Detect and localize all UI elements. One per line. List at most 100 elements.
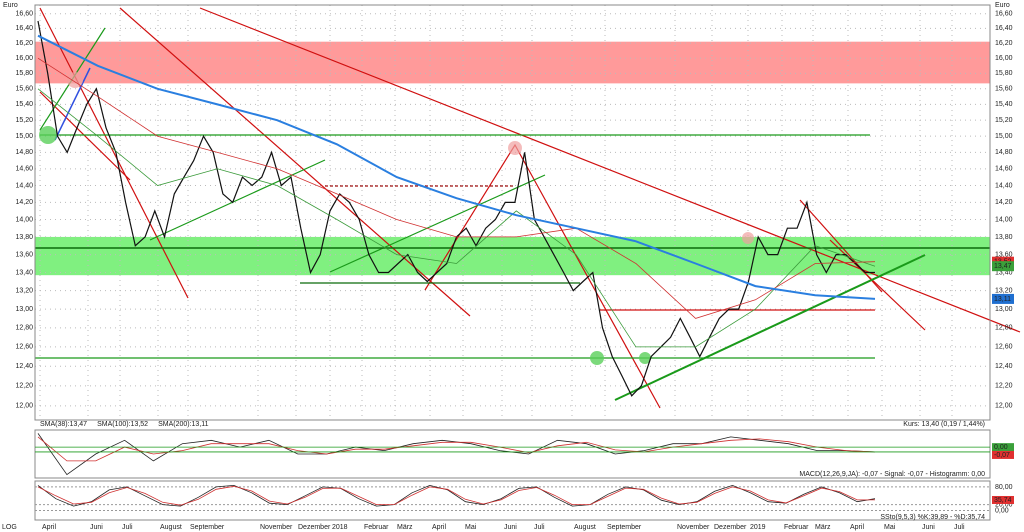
- x-tick-label: November: [260, 524, 293, 531]
- y-tick-label: 12,20: [995, 383, 1013, 390]
- y-tick-label: 14,60: [995, 166, 1013, 173]
- x-tick-label: November: [677, 524, 710, 531]
- y-tick-label: 12,60: [995, 344, 1013, 351]
- grid: [35, 5, 990, 420]
- y-tick-label: 15,40: [15, 101, 33, 108]
- stoch-tick-label: 0,00: [995, 507, 1009, 514]
- stoch-tick-label: 20,00: [995, 501, 1013, 508]
- y-tick-label: 16,40: [15, 25, 33, 32]
- series-line: [37, 88, 876, 348]
- y-tick-label: 14,40: [15, 182, 33, 189]
- y-tick-label: 15,00: [995, 133, 1013, 140]
- x-tick-label: Juni: [504, 524, 517, 531]
- y-tick-label: 16,60: [15, 11, 33, 18]
- y-tick-label: 13,20: [995, 287, 1013, 294]
- y-tick-label: 13,60: [995, 251, 1013, 258]
- x-tick-label: 2018: [332, 524, 348, 531]
- stoch-badge: [992, 495, 1014, 504]
- marker: [590, 351, 604, 365]
- y-tick-label: 12,20: [15, 383, 33, 390]
- series-line: [37, 485, 875, 506]
- markers: [39, 72, 754, 365]
- y-tick-label: 13,60: [15, 251, 33, 258]
- plot-frame: [34, 4, 991, 421]
- y-tick-label: 13,00: [995, 306, 1013, 313]
- x-tick-label: Dezember: [298, 524, 331, 531]
- y-tick-label: 14,40: [995, 182, 1013, 189]
- y-tick-label: 12,60: [15, 344, 33, 351]
- macd-frame: [34, 429, 991, 479]
- y-tick-label: 12,80: [995, 325, 1013, 332]
- x-tick-label: 2019: [750, 524, 766, 531]
- marker: [39, 126, 57, 144]
- y-tick-label: 12,40: [15, 363, 33, 370]
- y-tick-label: 13,80: [15, 234, 33, 241]
- stoch-tick-label: 80,00: [995, 484, 1013, 491]
- y-tick-label: 15,60: [15, 86, 33, 93]
- x-tick-label: Februar: [364, 524, 389, 531]
- y-tick-label: 15,60: [995, 86, 1013, 93]
- series-line: [37, 484, 876, 507]
- macd-badge-label: -0,07: [994, 452, 1010, 459]
- x-tick-label: Mai: [884, 524, 896, 531]
- trendline: [199, 7, 1021, 333]
- trendline: [54, 67, 91, 141]
- y-tick-label: 16,20: [15, 40, 33, 47]
- marker: [67, 72, 83, 88]
- price-badge: [992, 261, 1014, 272]
- y-tick-label: 12,00: [995, 403, 1013, 410]
- y-tick-label: 14,20: [15, 199, 33, 206]
- price-badge: [992, 293, 1014, 304]
- legend-entry: SMA(200):13,11: [158, 421, 209, 428]
- x-tick-label: März: [815, 524, 831, 531]
- unit-label: Euro: [3, 2, 18, 9]
- zone: [35, 236, 990, 276]
- x-tick-label: April: [42, 524, 56, 531]
- y-tick-label: 16,20: [995, 40, 1013, 47]
- y-tick-label: 12,00: [15, 403, 33, 410]
- trendline: [614, 254, 926, 401]
- series-line: [37, 34, 876, 300]
- trendline: [39, 7, 189, 299]
- y-tick-label: 15,80: [15, 70, 33, 77]
- x-tick-label: August: [160, 524, 182, 531]
- x-tick-label: August: [574, 524, 596, 531]
- marker: [639, 352, 651, 364]
- x-tick-label: Juli: [534, 524, 545, 531]
- macd-label: MACD(12,26,9,JA): -0,07 - Signal: -0,07 …: [799, 471, 985, 478]
- trendlines: [35, 7, 1021, 409]
- macd-badge-label: 0,00: [994, 444, 1008, 451]
- x-tick-label: September: [607, 524, 642, 531]
- y-tick-label: 12,40: [995, 363, 1013, 370]
- kurs-label: Kurs: 13,40 (0,19 / 1,44%): [903, 421, 985, 428]
- y-tick-label: 13,80: [995, 234, 1013, 241]
- y-tick-label: 14,00: [995, 216, 1013, 223]
- x-tick-label: Juni: [90, 524, 103, 531]
- y-tick-label: 16,00: [15, 55, 33, 62]
- series-line: [37, 57, 876, 319]
- y-tick-label: 13,40: [995, 269, 1013, 276]
- macd-badge: [992, 450, 1014, 459]
- legend-entry: SMA(38):13,47: [40, 421, 87, 428]
- y-tick-label: 16,00: [995, 55, 1013, 62]
- x-tick-label: Februar: [784, 524, 809, 531]
- stoch-label: SSto(9,5,3) %K:39,89 - %D:35,74: [880, 514, 985, 521]
- y-tick-label: 15,00: [15, 133, 33, 140]
- y-tick-label: 13,00: [15, 306, 33, 313]
- trendline: [119, 7, 471, 317]
- x-tick-label: März: [397, 524, 413, 531]
- y-tick-label: 14,80: [995, 149, 1013, 156]
- unit-label: Euro: [995, 2, 1010, 9]
- price-badge-label: 13,11: [994, 296, 1011, 303]
- trendline: [329, 174, 546, 273]
- y-tick-label: 15,20: [995, 117, 1013, 124]
- y-tick-label: 14,20: [995, 199, 1013, 206]
- x-tick-label: Mai: [465, 524, 477, 531]
- trendline: [149, 159, 326, 241]
- x-tick-label: Juni: [922, 524, 935, 531]
- stoch-badge-label: 35,74: [994, 497, 1012, 504]
- series-line: [37, 436, 876, 462]
- y-tick-label: 15,20: [15, 117, 33, 124]
- y-tick-label: 16,40: [995, 25, 1013, 32]
